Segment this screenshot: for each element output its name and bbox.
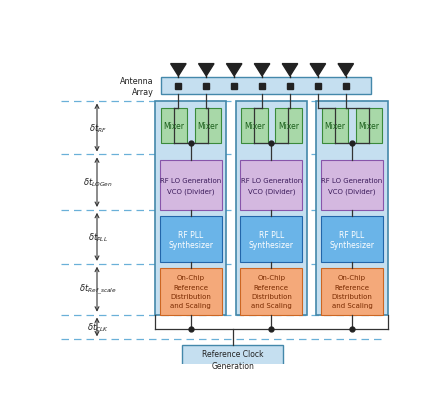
Text: Reference: Reference <box>173 284 208 290</box>
Text: $\delta t_{CLK}$: $\delta t_{CLK}$ <box>86 321 108 333</box>
Text: Reference Clock
Generation: Reference Clock Generation <box>201 349 263 370</box>
Text: Mixer: Mixer <box>163 122 184 131</box>
Bar <box>342 84 348 90</box>
Text: $\delta t_{LOGen}$: $\delta t_{LOGen}$ <box>83 177 112 189</box>
Bar <box>240 216 302 263</box>
Text: On-Chip: On-Chip <box>337 274 365 281</box>
Bar <box>182 346 283 373</box>
Bar <box>355 109 381 144</box>
Text: Reference: Reference <box>334 284 368 290</box>
Text: Mixer: Mixer <box>277 122 298 131</box>
Bar <box>320 268 382 315</box>
Text: Mixer: Mixer <box>243 122 264 131</box>
Polygon shape <box>282 65 297 77</box>
Text: VCO (Divider): VCO (Divider) <box>247 188 294 195</box>
Text: RF PLL: RF PLL <box>258 231 283 239</box>
Bar <box>159 268 221 315</box>
Text: $\delta t_{PLL}$: $\delta t_{PLL}$ <box>88 231 108 243</box>
Bar <box>286 84 293 90</box>
Text: Mixer: Mixer <box>358 122 378 131</box>
Text: and Scaling: and Scaling <box>250 302 291 308</box>
Text: Distribution: Distribution <box>331 293 372 299</box>
Bar <box>159 160 221 210</box>
Bar <box>240 109 267 144</box>
Text: and Scaling: and Scaling <box>170 302 210 308</box>
Text: Antenna
Array: Antenna Array <box>120 77 153 97</box>
Text: RF PLL: RF PLL <box>339 231 364 239</box>
Bar <box>321 109 347 144</box>
Bar <box>314 84 320 90</box>
Bar <box>161 78 370 95</box>
Text: VCO (Divider): VCO (Divider) <box>328 188 375 195</box>
Bar <box>320 160 382 210</box>
Text: and Scaling: and Scaling <box>331 302 372 308</box>
Bar <box>194 109 220 144</box>
Text: RF LO Generation: RF LO Generation <box>321 178 382 184</box>
Polygon shape <box>337 65 353 77</box>
Bar <box>240 268 302 315</box>
Text: Mixer: Mixer <box>197 122 218 131</box>
Bar <box>320 216 382 263</box>
Bar <box>235 101 306 315</box>
Text: Synthesizer: Synthesizer <box>248 240 293 249</box>
Polygon shape <box>198 65 214 77</box>
Bar <box>160 109 187 144</box>
Bar <box>175 84 181 90</box>
Text: VCO (Divider): VCO (Divider) <box>167 188 214 195</box>
Bar <box>275 109 301 144</box>
Polygon shape <box>254 65 269 77</box>
Text: Distribution: Distribution <box>250 293 291 299</box>
Text: Synthesizer: Synthesizer <box>329 240 374 249</box>
Bar <box>155 101 226 315</box>
Text: Mixer: Mixer <box>324 122 345 131</box>
Text: On-Chip: On-Chip <box>176 274 204 281</box>
Text: RF PLL: RF PLL <box>178 231 203 239</box>
Polygon shape <box>170 65 186 77</box>
Text: On-Chip: On-Chip <box>257 274 285 281</box>
Polygon shape <box>226 65 241 77</box>
Text: Distribution: Distribution <box>170 293 211 299</box>
Bar <box>159 216 221 263</box>
Text: Reference: Reference <box>253 284 288 290</box>
Text: Synthesizer: Synthesizer <box>168 240 213 249</box>
Bar <box>230 84 237 90</box>
Text: RF LO Generation: RF LO Generation <box>240 178 301 184</box>
Text: RF LO Generation: RF LO Generation <box>160 178 221 184</box>
Text: $\delta t_{Ref\_scale}$: $\delta t_{Ref\_scale}$ <box>79 282 116 297</box>
Bar <box>316 101 387 315</box>
Bar <box>258 84 265 90</box>
Bar <box>203 84 209 90</box>
Bar <box>240 160 302 210</box>
Polygon shape <box>309 65 325 77</box>
Text: $\delta t_{RF}$: $\delta t_{RF}$ <box>89 122 106 135</box>
